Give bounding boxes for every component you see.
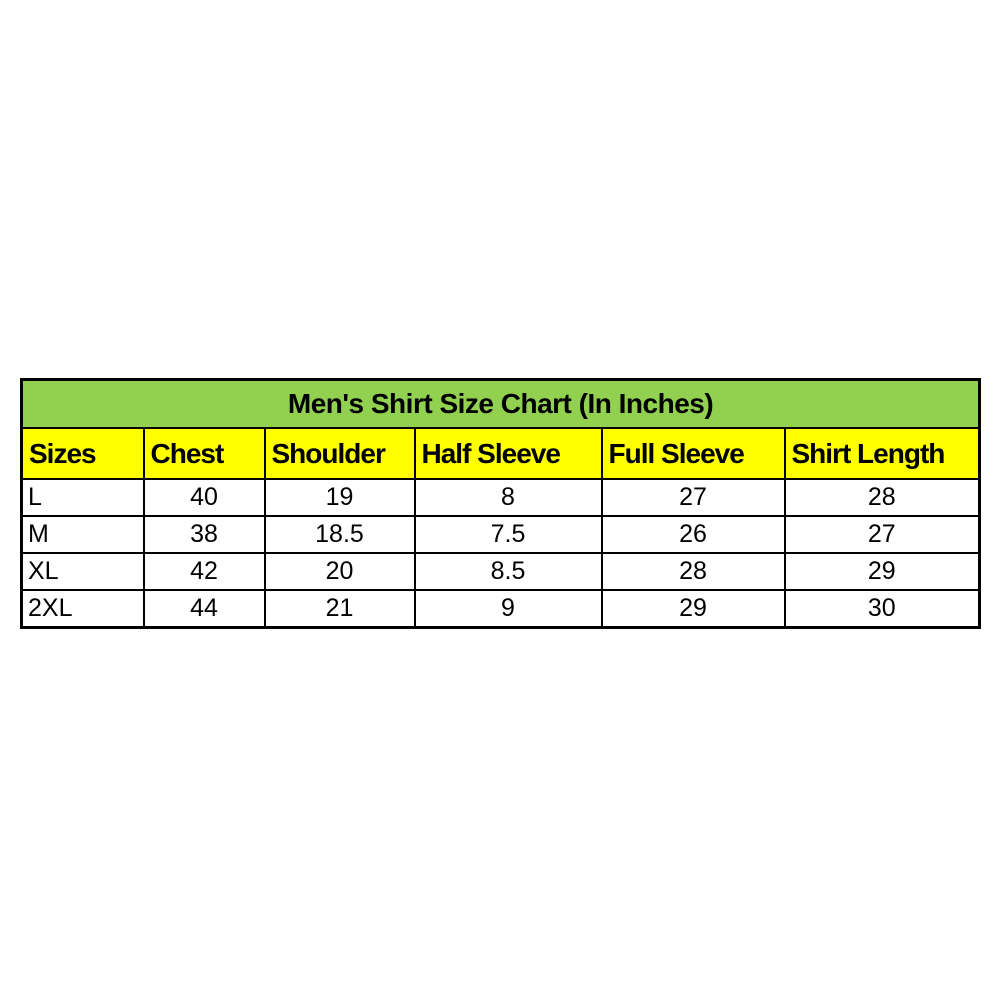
cell-shoulder-value: 19 xyxy=(263,478,416,517)
cell-size-label: 2XL xyxy=(20,589,145,629)
cell-half-sleeve-value: 9 xyxy=(413,589,603,629)
column-header-sizes: Sizes xyxy=(20,427,145,480)
cell-half-sleeve-value: 7.5 xyxy=(413,515,603,554)
cell-shirt-length-value: 27 xyxy=(783,515,981,554)
table-row-m: M 38 18.5 7.5 26 27 xyxy=(20,515,981,554)
cell-full-sleeve-value: 27 xyxy=(600,478,786,517)
table-row-xl: XL 42 20 8.5 28 29 xyxy=(20,552,981,591)
cell-chest-value: 38 xyxy=(142,515,266,554)
table-title: Men's Shirt Size Chart (In Inches) xyxy=(20,378,981,429)
cell-shoulder-value: 20 xyxy=(263,552,416,591)
cell-shoulder-value: 18.5 xyxy=(263,515,416,554)
cell-size-label: M xyxy=(20,515,145,554)
cell-full-sleeve-value: 29 xyxy=(600,589,786,629)
table-row-l: L 40 19 8 27 28 xyxy=(20,478,981,517)
cell-chest-value: 42 xyxy=(142,552,266,591)
column-header-full-sleeve: Full Sleeve xyxy=(600,427,786,480)
column-header-half-sleeve: Half Sleeve xyxy=(413,427,603,480)
cell-shoulder-value: 21 xyxy=(263,589,416,629)
column-header-shirt-length: Shirt Length xyxy=(783,427,981,480)
cell-shirt-length-value: 29 xyxy=(783,552,981,591)
column-header-shoulder: Shoulder xyxy=(263,427,416,480)
cell-half-sleeve-value: 8 xyxy=(413,478,603,517)
cell-size-label: XL xyxy=(20,552,145,591)
cell-shirt-length-value: 28 xyxy=(783,478,981,517)
table-title-row: Men's Shirt Size Chart (In Inches) xyxy=(20,378,981,429)
cell-half-sleeve-value: 8.5 xyxy=(413,552,603,591)
size-chart-table: Men's Shirt Size Chart (In Inches) Sizes… xyxy=(20,378,982,629)
cell-full-sleeve-value: 28 xyxy=(600,552,786,591)
cell-shirt-length-value: 30 xyxy=(783,589,981,629)
cell-chest-value: 40 xyxy=(142,478,266,517)
cell-chest-value: 44 xyxy=(142,589,266,629)
table-header-row: Sizes Chest Shoulder Half Sleeve Full Sl… xyxy=(20,427,981,480)
cell-full-sleeve-value: 26 xyxy=(600,515,786,554)
column-header-chest: Chest xyxy=(142,427,266,480)
table-row-2xl: 2XL 44 21 9 29 30 xyxy=(20,589,981,629)
cell-size-label: L xyxy=(20,478,145,517)
